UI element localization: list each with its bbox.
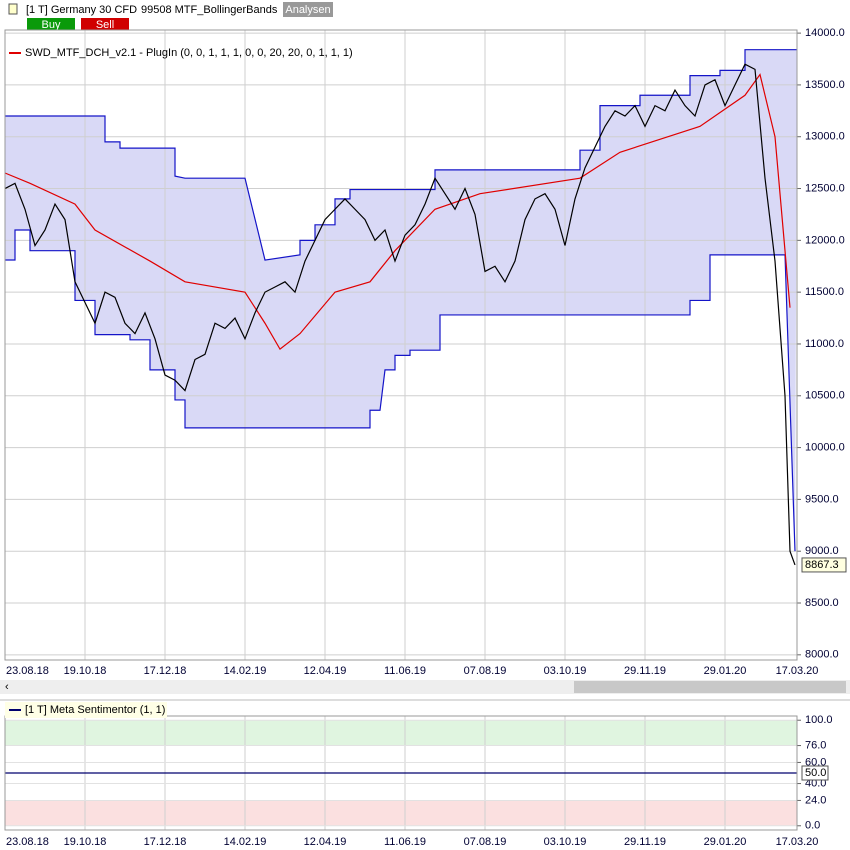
series-line [4, 63, 796, 566]
y-tick-label: 8500.0 [805, 597, 839, 609]
y-tick-label: 11500.0 [805, 286, 844, 298]
sell-label[interactable]: Sell [96, 19, 114, 31]
analysis-button[interactable] [283, 2, 333, 17]
series-line [5, 229, 796, 552]
x-tick-label: 11.06.19 [384, 665, 426, 677]
x-tick-label: 29.11.19 [624, 665, 666, 677]
x-tick-label: 19.10.18 [64, 836, 107, 848]
y-tick-label: 13500.0 [805, 79, 845, 91]
buy-button[interactable] [27, 18, 75, 31]
y-tick-label: 11000.0 [805, 338, 844, 350]
x-tick-label: 12.04.19 [304, 836, 347, 848]
x-tick-label: 23.08.18 [6, 836, 49, 848]
plot-border [4, 29, 798, 661]
scroll-arrow[interactable]: ‹ [5, 681, 9, 693]
indicator-label: [1 T] Meta Sentimentor (1, 1) [25, 704, 165, 716]
x-tick-label: 19.10.18 [64, 665, 107, 677]
x-tick-label: 17.03.20 [776, 665, 819, 677]
y-tick-label: 100.0 [805, 714, 833, 726]
x-tick-label: 07.08.19 [464, 665, 507, 677]
instrument: [1 T] Germany 30 CFD [26, 4, 137, 16]
x-tick-label: 17.12.18 [144, 665, 187, 677]
buy-label[interactable]: Buy [42, 19, 61, 31]
x-tick-label: 07.08.19 [464, 836, 507, 848]
series-line [5, 49, 797, 261]
x-tick-label: 03.10.19 [544, 665, 587, 677]
window-icon [8, 3, 18, 15]
y-tick-label: 24.0 [805, 794, 826, 806]
plot-border [4, 715, 798, 831]
y-tick-label: 13000.0 [805, 131, 845, 143]
y-tick-label: 12500.0 [805, 182, 845, 194]
indicator-label: SWD_MTF_DCH_v2.1 - PlugIn (0, 0, 1, 1, 1… [25, 47, 353, 59]
last-price-label: 8867.3 [805, 559, 839, 571]
x-tick-label: 23.08.18 [6, 665, 49, 677]
y-tick-label: 9500.0 [805, 493, 839, 505]
value-box [801, 765, 829, 781]
sell-button[interactable] [81, 18, 129, 31]
y-tick-label: 60.0 [805, 756, 826, 768]
analysis-label[interactable]: Analysen [285, 4, 330, 16]
x-tick-label: 17.12.18 [144, 836, 187, 848]
x-tick-label: 29.11.19 [624, 836, 666, 848]
x-tick-label: 14.02.19 [224, 665, 267, 677]
x-tick-label: 11.06.19 [384, 836, 426, 848]
x-tick-label: 17.03.20 [776, 836, 819, 848]
last-price-box [801, 557, 847, 573]
y-tick-label: 10000.0 [805, 441, 845, 453]
y-tick-label: 10500.0 [805, 390, 845, 402]
strategy: 99508 MTF_BollingerBands [141, 4, 278, 16]
legend-box [5, 702, 167, 718]
series-line [4, 73, 791, 351]
x-tick-label: 03.10.19 [544, 836, 587, 848]
x-tick-label: 29.01.20 [704, 836, 747, 848]
x-tick-label: 29.01.20 [704, 665, 747, 677]
channel-fill [5, 49, 797, 552]
y-tick-label: 9000.0 [805, 545, 839, 557]
y-tick-label: 76.0 [805, 739, 826, 751]
zone [5, 720, 797, 746]
zone [5, 800, 797, 826]
x-tick-label: 12.04.19 [304, 665, 347, 677]
value-label: 50.0 [805, 767, 826, 779]
x-tick-label: 14.02.19 [224, 836, 267, 848]
y-tick-label: 0.0 [805, 820, 820, 832]
y-tick-label: 12000.0 [805, 234, 845, 246]
y-tick-label: 8000.0 [805, 649, 839, 661]
y-tick-label: 14000.0 [805, 27, 845, 39]
scroll-thumb[interactable] [574, 681, 846, 693]
